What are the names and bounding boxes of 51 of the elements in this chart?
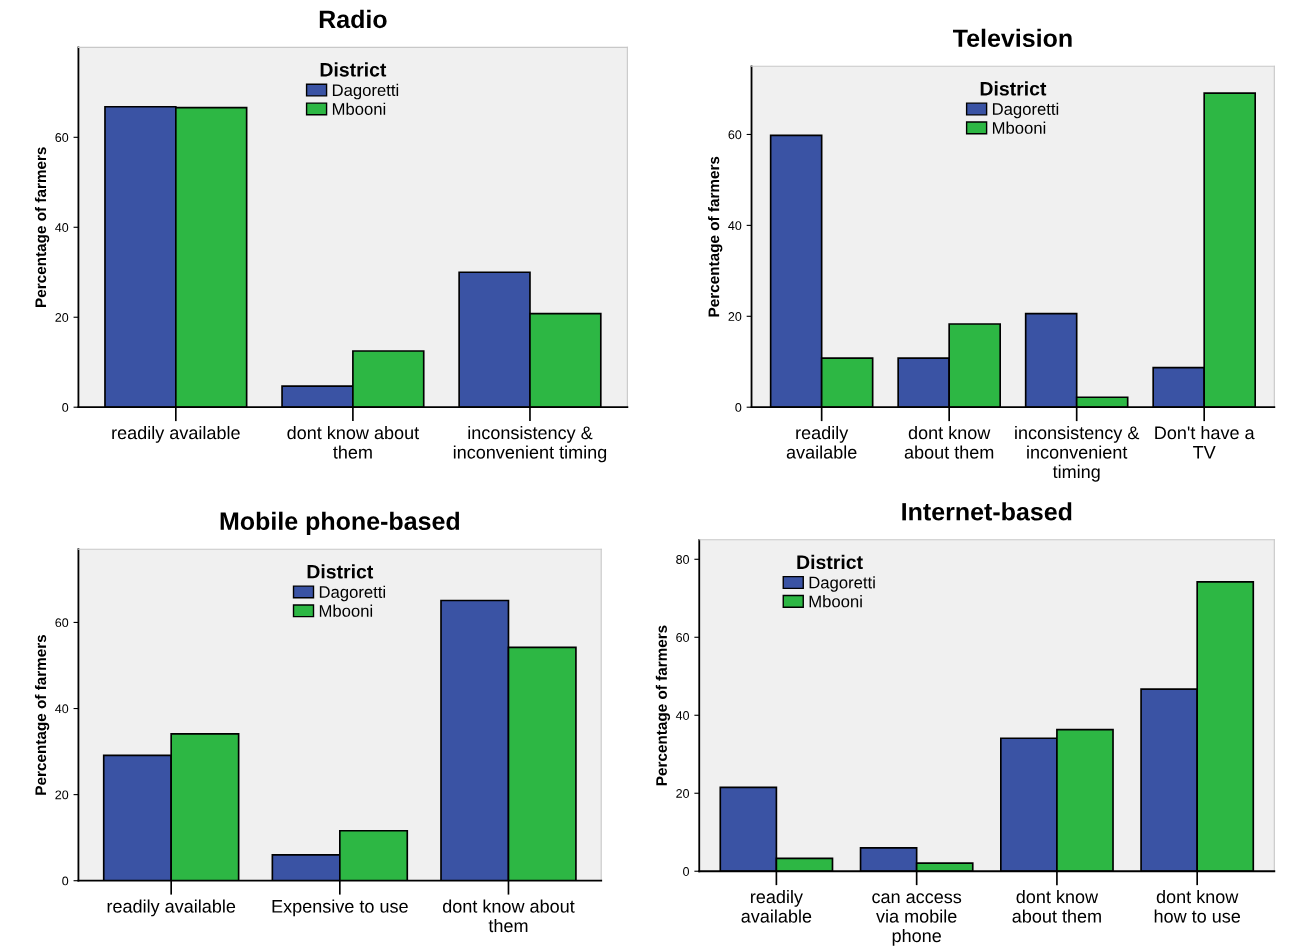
y-tick-label: 60 <box>728 130 742 140</box>
y-tick-label: 20 <box>728 312 742 321</box>
x-tick-label: dont know about them <box>1012 889 1101 923</box>
y-tick-label: 20 <box>55 313 69 322</box>
y-axis-title: Percentage of farmers <box>34 147 50 307</box>
x-tick-label: readily available <box>107 899 236 917</box>
y-tick-label: 60 <box>55 133 69 142</box>
y-tick-label: 60 <box>676 633 690 642</box>
legend-label: Dagoretti <box>992 102 1059 119</box>
legend-title: District <box>307 564 374 579</box>
x-tick-label: inconsistency & inconvenient timing <box>1015 425 1140 482</box>
x-tick-label: readily available <box>112 425 240 443</box>
chart-title: Mobile phone-based <box>220 511 460 535</box>
x-tick-label: readily available <box>741 889 812 923</box>
y-tick-label: 0 <box>735 403 742 412</box>
y-tick-label: 40 <box>675 711 690 720</box>
x-tick-label: dont know about them <box>904 425 994 459</box>
y-tick-label: 0 <box>683 867 690 876</box>
x-tick-label: Don't have a TV <box>1155 425 1255 459</box>
y-tick-label: 60 <box>55 618 69 628</box>
legend-label: Mbooni <box>319 604 373 617</box>
legend-label: Dagoretti <box>319 585 386 602</box>
y-axis-title: Percentage of farmers <box>34 634 50 795</box>
y-tick-label: 20 <box>55 790 69 800</box>
chart-title: Internet-based <box>902 502 1072 521</box>
legend-label: Mbooni <box>332 102 386 115</box>
y-tick-label: 40 <box>55 704 69 714</box>
chart-title: Television <box>953 28 1072 48</box>
legend-title: District <box>320 62 387 77</box>
x-tick-label: dont know how to use <box>1154 889 1241 923</box>
y-tick-label: 20 <box>676 789 690 798</box>
chart-title: Radio <box>319 9 387 29</box>
x-tick-label: Expensive to use <box>272 899 408 917</box>
legend-title: District <box>980 81 1047 96</box>
x-tick-label: dont know about them <box>442 899 575 933</box>
legend-label: Mbooni <box>809 595 862 608</box>
legend-label: Mbooni <box>992 121 1046 134</box>
x-tick-label: readily available <box>786 425 857 459</box>
x-tick-label: can access via mobile phone <box>872 893 962 946</box>
y-tick-label: 0 <box>62 876 69 886</box>
y-tick-label: 40 <box>728 221 742 231</box>
legend-label: Dagoretti <box>809 576 875 592</box>
y-axis-title: Percentage of farmers <box>708 156 723 317</box>
y-tick-label: 40 <box>55 223 69 232</box>
x-tick-label: dont know about them <box>287 425 420 459</box>
y-tick-label: 80 <box>676 555 690 564</box>
x-tick-label: inconsistency & inconvenient timing <box>453 425 607 463</box>
legend-label: Dagoretti <box>332 83 399 100</box>
y-axis-title: Percentage of farmers <box>655 625 671 786</box>
legend-title: District <box>797 554 863 570</box>
y-tick-label: 0 <box>62 403 69 412</box>
